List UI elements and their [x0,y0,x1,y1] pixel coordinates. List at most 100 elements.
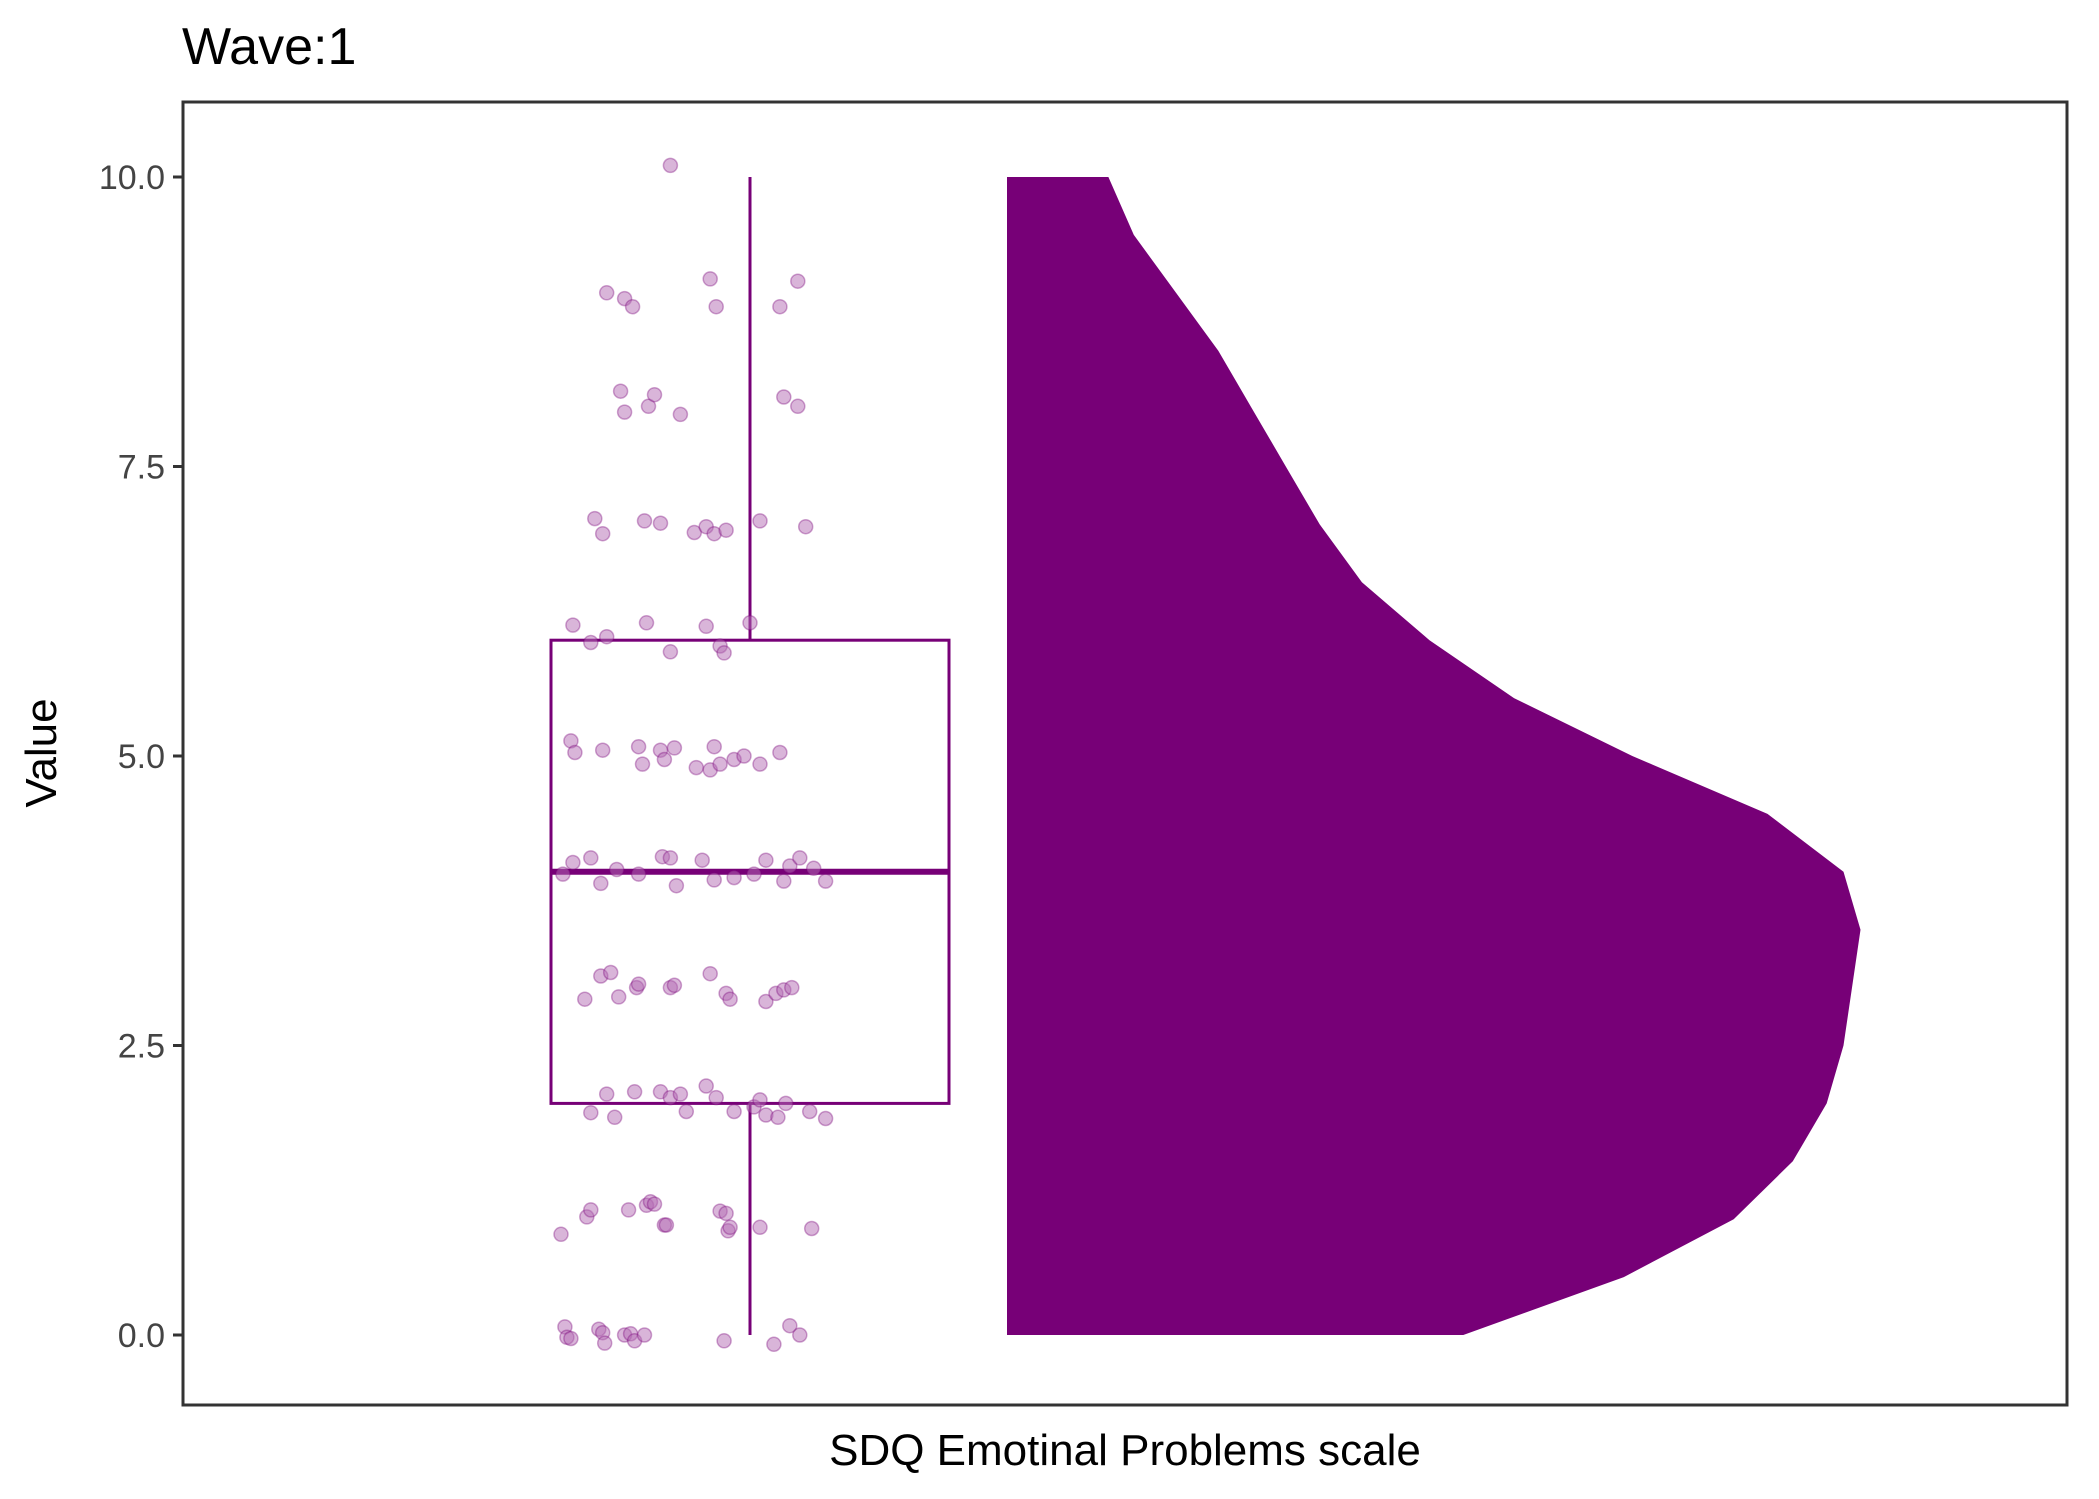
data-point [778,1095,794,1112]
data-point [752,1219,768,1236]
data-point [770,1109,786,1126]
data-point [565,617,581,633]
data-point [577,991,593,1007]
data-point [672,1086,689,1102]
data-point [702,965,718,982]
data-point [758,993,774,1010]
data-point [602,964,619,981]
data-point [716,1333,732,1349]
data-point [555,866,571,882]
data-point [722,991,738,1007]
y-tick-label: 2.5 [118,1028,165,1066]
data-point [620,1202,637,1218]
data-point [752,513,768,529]
data-point [553,1226,569,1243]
x-axis-label: SDQ Emotinal Problems scale [829,1426,1421,1475]
data-point [626,1084,643,1100]
data-point [666,740,683,756]
data-point [630,866,647,882]
data-point [694,852,710,868]
data-point [752,756,768,772]
data-point [658,1217,675,1233]
data-point [662,644,679,660]
data-point [805,860,822,877]
data-point [708,1089,724,1106]
data-point [726,1103,742,1120]
data-point [598,1086,615,1102]
data-point [801,1103,818,1120]
data-point [598,285,615,301]
data-point [782,1317,798,1334]
data-point [640,398,657,415]
data-point [712,756,728,772]
y-tick-label: 0.0 [118,1317,165,1355]
data-point [666,977,683,994]
y-tick-label: 10.0 [99,159,165,197]
data-point [686,524,703,541]
data-point [817,873,834,889]
data-point [583,1104,599,1121]
y-tick-label: 7.5 [118,449,165,487]
data-point [656,751,673,768]
data-point [766,1336,782,1353]
data-point [646,386,663,403]
data-point [790,398,806,415]
data-point [722,1219,738,1236]
data-point [596,1335,613,1351]
y-axis-label: Value [17,698,66,807]
data-point [736,748,752,764]
chart-title: Wave:1 [182,18,356,76]
data-point [634,756,651,772]
data-point [790,273,806,289]
data-point [792,850,808,866]
data-point [797,518,814,535]
data-point [594,525,611,542]
data-point [782,858,798,874]
data-point [612,383,629,399]
data-point [646,1196,663,1212]
data-point [616,404,633,420]
data-point [742,615,758,631]
data-point [598,628,615,645]
data-point [776,389,792,405]
data-point [563,1330,579,1347]
data-point [630,976,647,992]
data-point [630,738,647,755]
density-half-violin [1007,177,1861,1335]
data-point [610,989,627,1005]
data-point [672,406,689,423]
data-point [583,1202,599,1218]
data-point [565,854,581,871]
data-point [708,298,724,315]
data-point [803,1220,820,1237]
data-point [587,510,603,527]
data-point [706,872,722,888]
data-point [752,1092,768,1108]
data-point [716,645,732,661]
data-point [706,738,722,755]
data-point [758,852,774,868]
data-point [726,869,742,886]
data-point [688,759,705,776]
data-point [678,1103,695,1120]
data-point [593,875,609,892]
data-point [638,615,655,631]
data-point [636,1327,653,1343]
data-point [583,634,599,651]
data-point [718,522,734,538]
data-point [606,1109,623,1126]
data-point [668,877,685,894]
data-point [776,873,792,889]
data-point [594,742,611,758]
data-point [772,298,788,315]
data-point [746,866,762,882]
data-point [636,513,653,529]
data-point [792,1327,808,1343]
data-point [608,861,625,878]
data-point [772,744,788,761]
data-point [662,850,679,866]
data-point [624,298,641,315]
data-point [698,618,714,635]
data-point [652,515,669,531]
